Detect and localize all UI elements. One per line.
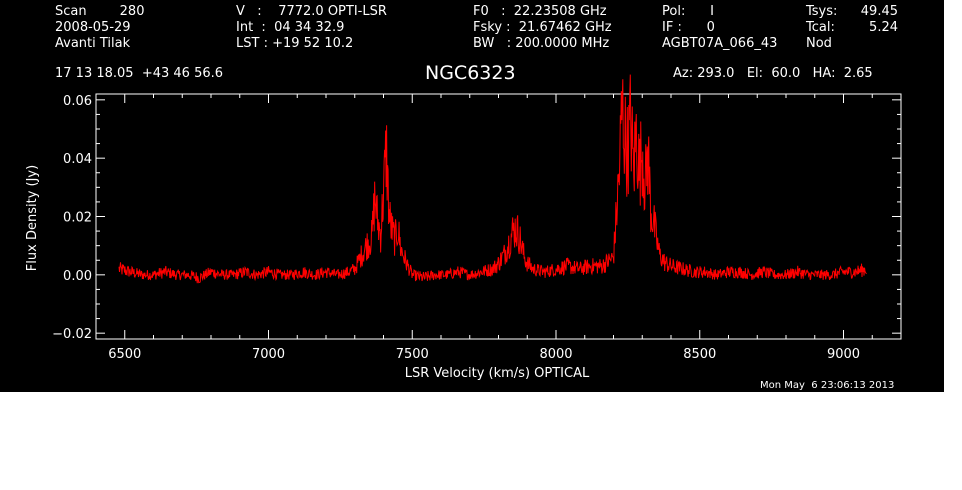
header-tcal-value: 5.24 [869,20,898,35]
header-velocity: V : 7772.0 OPTI-LSR [236,4,387,19]
x-axis-label: LSR Velocity (km/s) OPTICAL [405,366,590,381]
source-coordinates: 17 13 18.05 +43 46 56.6 [55,66,224,81]
timestamp: Mon May 6 23:06:13 2013 [760,380,895,391]
header-sky-frequency: Fsky : 21.67462 GHz [473,20,612,35]
y-tick-label: 0.02 [63,211,92,226]
x-tick-label: 8000 [539,347,572,362]
plot-frame [95,93,902,340]
header-lst: LST : +19 52 10.2 [236,36,354,51]
y-tick-label: 0.00 [63,269,92,284]
x-tick-label: 6500 [108,347,141,362]
header-tsys-label: Tsys: [806,4,838,19]
y-axis-label: Flux Density (Jy) [25,165,40,271]
header-if: IF : 0 [662,20,715,35]
header-bandwidth: BW : 200.0000 MHz [473,36,610,51]
tick-labels: 6500 7000 7500 8000 8500 9000 −0.02 0.00 0.02 0.0… [52,94,860,362]
header-project: AGBT07A_066_43 [662,36,778,51]
plot-panel: Scan 280 2008-05-29 Avanti Tilak V : 777… [0,0,944,392]
header-tcal-label: Tcal: [806,20,835,35]
spectrum-line [118,74,867,284]
chart: 6500 7000 7500 8000 8500 9000 −0.02 0.00 0.02 0.0… [25,74,902,381]
y-tick-label: 0.06 [63,94,92,109]
header-observer: Avanti Tilak [55,36,131,51]
x-tick-label: 7500 [396,347,429,362]
x-tick-label: 8500 [683,347,716,362]
y-tick-label: −0.02 [52,327,92,342]
chart-title: NGC6323 [425,62,516,84]
header-tsys-value: 49.45 [860,4,898,19]
axis-ticks [95,94,902,339]
header-rest-frequency: F0 : 22.23508 GHz [473,4,607,19]
pointing-info: Az: 293.0 El: 60.0 HA: 2.65 [673,66,873,81]
y-tick-label: 0.04 [63,152,92,167]
header-date: 2008-05-29 [55,20,131,35]
header-mode: Nod [806,36,832,51]
header-scan: Scan 280 [55,4,145,19]
x-tick-label: 7000 [252,347,285,362]
x-tick-label: 9000 [827,347,860,362]
header-polarization: Pol: I [662,4,714,19]
header-integration: Int : 04 34 32.9 [236,20,345,35]
